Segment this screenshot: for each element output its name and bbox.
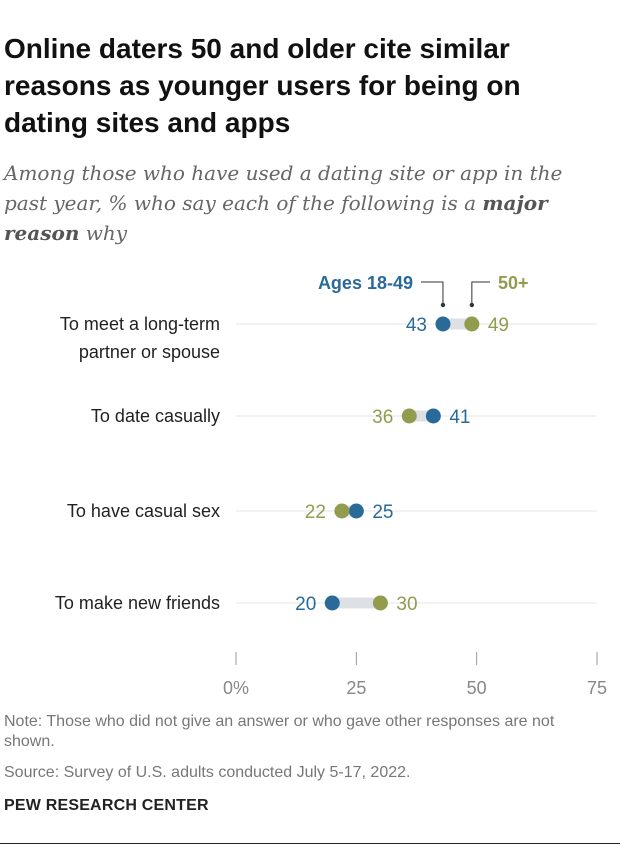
category-label: partner or spouse: [79, 342, 220, 362]
legend-label-ages-18-49: Ages 18-49: [318, 273, 413, 293]
chart-source: Source: Survey of U.S. adults conducted …: [4, 764, 411, 781]
value-label-ages-50-plus: 30: [396, 594, 417, 615]
category-label: To date casually: [91, 406, 220, 426]
legend-label-50-plus: 50+: [498, 273, 529, 293]
dot-plot-chart: To meet a long-term partner or spouse To d…: [55, 273, 607, 698]
dot-ages-18-49: [435, 316, 451, 332]
subtitle-text: Among those who have used a dating site …: [4, 161, 563, 215]
dot-ages-50-plus: [401, 408, 417, 424]
dot-ages-18-49: [324, 595, 340, 611]
category-label: To have casual sex: [67, 501, 220, 521]
dot-ages-18-49: [348, 503, 364, 519]
value-label-ages-50-plus: 22: [305, 502, 326, 523]
subtitle-tail: why: [79, 221, 128, 245]
value-label-ages-50-plus: 36: [372, 407, 393, 428]
legend-leader-50-plus: [471, 281, 490, 304]
legend-leader-dot: [469, 302, 475, 308]
legend-leader-dot: [440, 302, 446, 308]
axis-tick-label: 25: [346, 678, 366, 698]
axis-tick-label: 50: [467, 678, 487, 698]
category-label: To meet a long-term: [60, 314, 220, 334]
bottom-divider: [0, 843, 620, 844]
axis-tick-label: 75: [587, 678, 607, 698]
brand-logo-text: PEW RESEARCH CENTER: [4, 797, 209, 814]
dot-ages-50-plus: [334, 503, 350, 519]
dot-ages-50-plus: [464, 316, 480, 332]
dot-ages-18-49: [425, 408, 441, 424]
axis-tick-label: 0%: [223, 678, 249, 698]
chart-title: Online daters 50 and older cite similar …: [4, 33, 521, 138]
chart-subtitle: Among those who have used a dating site …: [4, 158, 604, 248]
legend-leader-ages-18-49: [421, 281, 444, 304]
value-label-ages-50-plus: 49: [488, 315, 509, 336]
chart-note: Note: Those who did not give an answer o…: [4, 713, 555, 750]
category-label: To make new friends: [55, 593, 220, 613]
value-label-ages-18-49: 41: [449, 407, 470, 428]
value-label-ages-18-49: 20: [295, 594, 316, 615]
value-label-ages-18-49: 25: [372, 502, 393, 523]
dot-ages-50-plus: [372, 595, 388, 611]
value-label-ages-18-49: 43: [406, 315, 427, 336]
subtitle-emphasis: major reason: [4, 191, 548, 245]
